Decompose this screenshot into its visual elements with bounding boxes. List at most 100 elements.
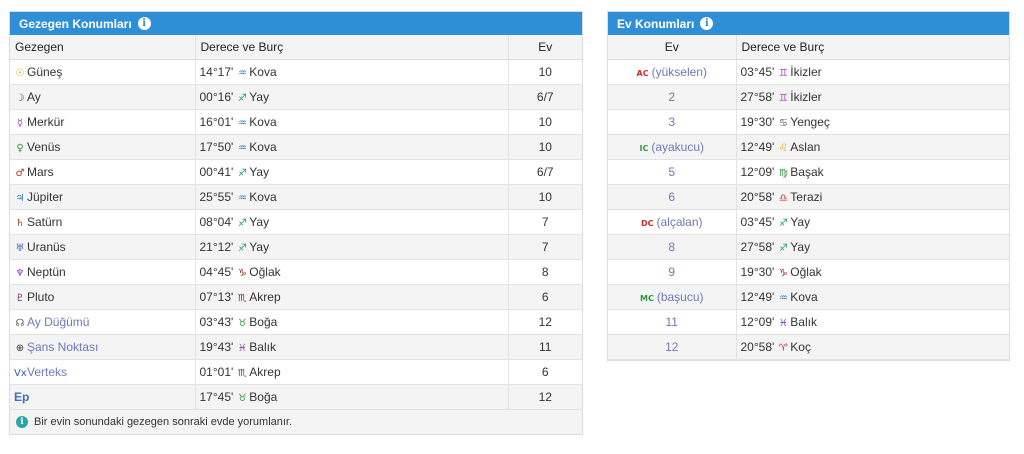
table-row: ☉ Güneş 14°17' ♒ Kova 10 [10,59,582,85]
planet-cell: ☉ Güneş [10,59,195,85]
degree-cell: 01°01' ♏ Akrep [194,359,508,385]
house-number: 5 [668,165,676,179]
zodiac-sign-icon: ♒ [778,293,788,304]
planet-glyph-icon: ☊ [15,318,25,329]
degree-cell: 12°09' ♓ Balık [735,309,1009,335]
degree-cell: 20°58' ♈ Koç [735,334,1009,360]
degree-value: 03°45' [740,215,775,229]
sign-name: Yay [790,240,811,254]
planet-positions-header: Gezegen Konumları i [10,12,582,35]
degree-value: 00°41' [199,165,234,179]
degree-value: 17°45' [199,390,234,404]
table-row: ☊ Ay Düğümü 03°43' ♉ Boğa 12 [10,309,582,335]
zodiac-sign-icon: ♐ [237,218,247,229]
sign-name: Kova [249,115,277,129]
table-row: Ep 17°45' ♉ Boğa 12 [10,384,582,410]
sign-name: Kova [249,190,277,204]
house-number-cell: 8 [608,234,736,260]
degree-value: 07°13' [199,290,234,304]
planet-link[interactable]: Verteks [27,365,68,379]
house-number-cell: 11 [608,309,736,335]
planet-cell[interactable]: ⊕ Şans Noktası [10,334,195,360]
planet-glyph-icon: ♀ [16,143,24,154]
info-icon[interactable]: i [137,17,151,30]
degree-cell: 03°43' ♉ Boğa [194,309,508,335]
degree-cell: 12°09' ♍ Başak [735,159,1009,185]
angle-badge-icon: IC [639,144,649,153]
sign-name: Terazi [790,190,823,204]
planet-name: Mars [27,165,54,179]
planet-cell: ♃ Jüpiter [10,184,195,210]
degree-cell: 27°58' ♊ İkizler [735,84,1009,110]
zodiac-sign-icon: ♒ [237,118,247,129]
planet-glyph-icon: ♂ [15,168,25,179]
planet-positions-table: Gezegen Derece ve Burç Ev ☉ Güneş 14°17' ♒ K… [10,35,582,410]
sign-name: Yay [249,165,270,179]
angle-badge-icon: AC [636,69,649,78]
table-row: ♇ Pluto 07°13' ♏ Akrep 6 [10,284,582,310]
house-number: 11 [665,315,678,329]
zodiac-sign-icon: ♏ [237,368,247,379]
footer-note-text: Bir evin sonundaki gezegen sonraki evde … [34,416,293,428]
planet-cell[interactable]: VxVerteks [10,359,195,385]
degree-value: 12°09' [740,315,775,329]
house-cell: 6 [507,284,582,310]
table-row: ☿ Merkür 16°01' ♒ Kova 10 [10,109,582,135]
sign-name: Yengeç [790,115,830,129]
planet-cell: ♄ Satürn [10,209,195,235]
sign-name: Boğa [249,390,278,404]
column-header-house: Ev [507,35,582,60]
angle-badge-icon: DC [640,219,654,228]
planet-glyph-icon: ⊕ [15,343,25,354]
table-row: 11 12°09' ♓ Balık [608,309,1009,335]
house-cell: 7 [507,234,582,260]
planet-name: Merkür [27,115,65,129]
planet-link[interactable]: Ay Düğümü [27,315,90,329]
degree-value: 20°58' [740,190,775,204]
degree-cell: 19°30' ♑ Oğlak [735,259,1009,285]
house-cell: 6/7 [507,159,582,185]
zodiac-sign-icon: ♎ [778,193,788,204]
sign-name: Boğa [249,315,278,329]
planet-glyph-icon: ♅ [15,243,25,254]
degree-value: 17°50' [199,140,234,154]
sign-name: Aslan [790,140,821,154]
zodiac-sign-icon: ♑ [237,268,247,279]
zodiac-sign-icon: ♏ [237,293,247,304]
sign-name: Oğlak [249,265,281,279]
degree-value: 27°58' [740,90,775,104]
planet-cell[interactable]: ☊ Ay Düğümü [10,309,195,335]
planet-glyph-icon: ☽ [15,93,25,104]
degree-value: 04°45' [199,265,234,279]
degree-cell: 19°43' ♓ Balık [194,334,508,360]
table-row: ♃ Jüpiter 25°55' ♒ Kova 10 [10,184,582,210]
sign-name: İkizler [790,90,822,104]
sign-name: Başak [790,165,824,179]
degree-cell: 20°58' ♎ Terazi [735,184,1009,210]
zodiac-sign-icon: ♈ [778,343,788,354]
house-cell: 10 [507,134,582,160]
degree-cell: 27°58' ♐ Yay [735,234,1009,260]
planet-link[interactable]: Şans Noktası [27,340,99,354]
house-cell: 6/7 [507,84,582,110]
planet-name: Uranüs [27,240,66,254]
table-row: 3 19°30' ♋ Yengeç [608,109,1009,135]
house-number: (başucu) [656,290,704,304]
degree-value: 21°12' [199,240,234,254]
sign-name: Balık [249,340,276,354]
table-row: 9 19°30' ♑ Oğlak [608,259,1009,285]
house-cell: 12 [507,384,582,410]
house-cell: 6 [507,359,582,385]
column-header-degree: Derece ve Burç [735,35,1009,60]
house-number-cell: AC (yükselen) [608,59,736,85]
zodiac-sign-icon: ♊ [778,68,788,79]
house-cell: 8 [507,259,582,285]
house-number-cell: 9 [608,259,736,285]
house-number-cell: IC (ayakucu) [608,134,736,160]
planet-glyph-icon: ♇ [15,293,25,304]
table-row: ♅ Uranüs 21°12' ♐ Yay 7 [10,234,582,260]
planet-glyph-icon: ♆ [15,268,25,279]
zodiac-sign-icon: ♒ [237,68,247,79]
degree-cell: 12°49' ♌ Aslan [735,134,1009,160]
info-icon[interactable]: i [700,17,714,30]
